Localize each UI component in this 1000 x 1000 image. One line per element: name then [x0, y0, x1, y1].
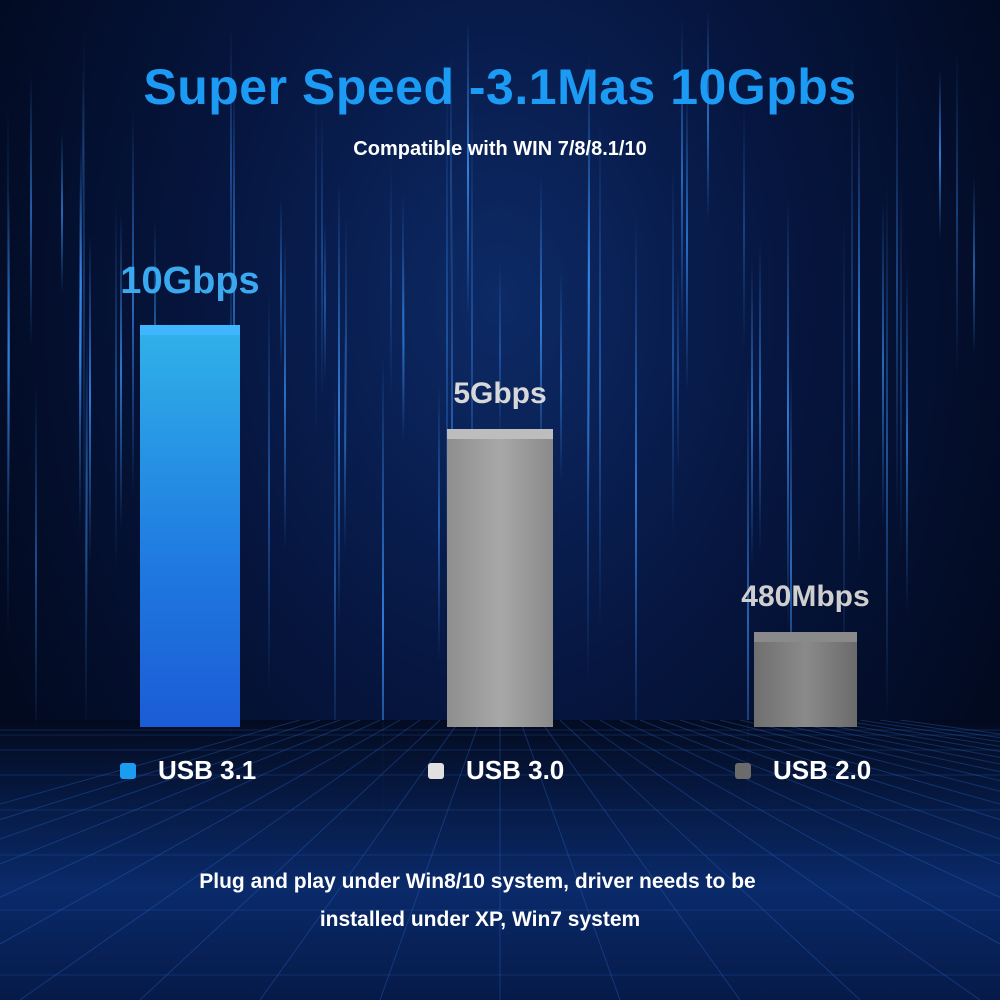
light-beam	[445, 68, 448, 613]
bar-top-face	[447, 429, 553, 440]
legend-swatch	[735, 762, 751, 779]
light-beam	[60, 132, 63, 294]
light-beam	[320, 110, 323, 402]
bar-value-label: 480Mbps	[741, 580, 870, 613]
network-grid-floor	[0, 720, 1000, 1000]
light-beam	[89, 234, 92, 561]
light-beam	[232, 73, 235, 487]
light-beam	[438, 382, 441, 663]
light-beam	[120, 211, 123, 530]
bar-usb-3-0	[447, 429, 553, 727]
light-beam	[337, 180, 340, 627]
light-beam	[131, 110, 134, 495]
light-beam	[972, 176, 975, 357]
light-beam	[635, 218, 638, 764]
legend-item: USB 3.1	[120, 755, 256, 786]
light-beam	[323, 221, 326, 382]
light-beam	[743, 105, 746, 351]
legend-swatch	[120, 762, 136, 779]
compatibility-subtitle: Compatible with WIN 7/8/8.1/10	[353, 138, 647, 160]
footer-line-1: Plug and play under Win8/10 system, driv…	[199, 870, 756, 893]
light-beam	[403, 249, 406, 435]
light-beam	[81, 67, 84, 233]
legend-label: USB 2.0	[773, 755, 872, 785]
light-beam	[851, 50, 854, 493]
bar-top-face	[140, 325, 240, 335]
light-beam	[680, 19, 683, 334]
bar-usb-2-0	[754, 632, 857, 727]
light-beam	[382, 354, 385, 884]
light-beam	[466, 20, 469, 319]
light-beam	[314, 80, 317, 442]
light-beam	[498, 262, 501, 444]
light-beam	[450, 54, 453, 294]
legend-item: USB 2.0	[735, 755, 871, 786]
footer-line-2: installed under XP, Win7 system	[319, 908, 641, 931]
bar-value-label: 5Gbps	[453, 377, 547, 411]
light-beam	[450, 175, 453, 661]
light-beam	[900, 182, 903, 554]
light-beam	[560, 268, 563, 482]
light-beam	[955, 48, 958, 376]
light-beam	[35, 383, 38, 740]
light-beam	[707, 9, 710, 222]
light-beam	[345, 214, 348, 477]
light-beam	[8, 191, 11, 508]
light-beam	[78, 177, 81, 530]
light-beam	[7, 106, 9, 640]
light-beam	[885, 183, 888, 721]
light-beam	[390, 161, 393, 402]
light-beam	[843, 214, 846, 698]
bar-usb-3-1	[140, 325, 240, 727]
light-beam	[85, 357, 88, 735]
light-beam	[747, 370, 750, 865]
light-beam	[279, 197, 282, 369]
light-beam	[402, 193, 405, 445]
light-beam	[906, 264, 909, 615]
legend-label: USB 3.0	[466, 755, 565, 785]
light-beam	[284, 235, 287, 551]
legend-label: USB 3.1	[158, 755, 257, 785]
light-beam	[896, 50, 899, 518]
light-beam	[267, 286, 270, 693]
light-beam	[858, 108, 861, 565]
light-beam	[115, 196, 118, 571]
light-beam	[344, 332, 347, 554]
light-beam	[86, 321, 89, 636]
light-beam	[79, 140, 82, 431]
light-beam	[787, 199, 790, 631]
headline: Super Speed -3.1Mas 10Gpbs	[143, 59, 857, 115]
light-beam	[882, 200, 885, 529]
bar-top-face	[754, 632, 857, 642]
light-beam	[750, 260, 753, 568]
light-beam	[470, 95, 473, 600]
light-beam	[939, 70, 942, 241]
light-beam	[790, 368, 793, 766]
light-beam	[671, 167, 674, 538]
legend-swatch	[428, 762, 444, 779]
light-beam	[685, 86, 688, 394]
light-beam	[676, 263, 679, 476]
light-beam	[599, 122, 602, 636]
light-beam	[539, 175, 542, 477]
legend-item: USB 3.0	[428, 755, 564, 786]
light-beam	[758, 241, 761, 552]
light-beam	[29, 74, 32, 347]
bar-value-label: 10Gbps	[120, 260, 260, 302]
light-beam	[82, 30, 85, 534]
light-beam	[588, 53, 591, 494]
light-beam	[230, 25, 233, 318]
light-beam	[333, 384, 336, 779]
